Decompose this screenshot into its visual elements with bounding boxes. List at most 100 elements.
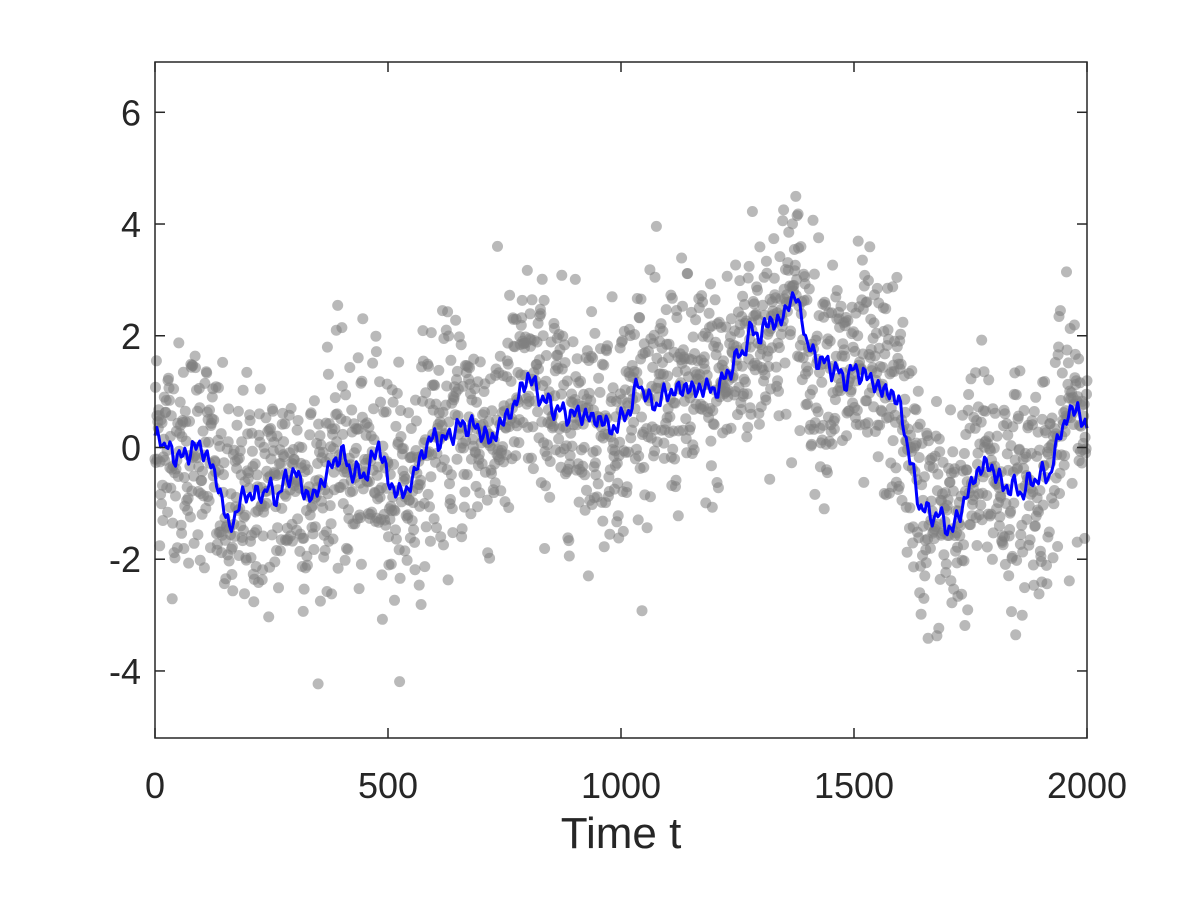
scatter-point xyxy=(829,412,841,424)
scatter-point xyxy=(363,421,375,433)
scatter-point xyxy=(824,335,836,347)
scatter-point xyxy=(388,458,400,470)
scatter-point xyxy=(745,408,757,420)
scatter-point xyxy=(636,411,647,423)
scatter-point xyxy=(1024,534,1036,546)
scatter-point xyxy=(858,476,870,488)
scatter-point xyxy=(958,555,970,567)
scatter-point xyxy=(573,496,585,508)
scatter-point xyxy=(1041,578,1053,590)
scatter-point xyxy=(243,482,255,494)
scatter-point xyxy=(919,570,931,582)
scatter-point xyxy=(841,430,852,442)
scatter-point xyxy=(1019,582,1031,594)
scatter-point xyxy=(375,396,386,408)
scatter-point xyxy=(472,501,483,513)
scatter-point xyxy=(1046,412,1058,424)
scatter-point xyxy=(635,293,647,305)
scatter-point xyxy=(589,457,601,469)
scatter-point xyxy=(684,421,696,433)
scatter-point xyxy=(461,469,473,481)
scatter-point xyxy=(790,190,802,202)
scatter-point xyxy=(1033,588,1045,600)
scatter-point xyxy=(544,491,556,503)
scatter-point xyxy=(329,392,341,404)
scatter-point xyxy=(802,365,814,377)
scatter-point xyxy=(590,469,602,481)
scatter-point xyxy=(993,520,1005,532)
scatter-point xyxy=(643,346,654,357)
scatter-point xyxy=(510,450,522,462)
scatter-point xyxy=(297,605,309,617)
scatter-point xyxy=(344,362,356,373)
scatter-point xyxy=(198,562,210,574)
scatter-point xyxy=(305,407,317,419)
scatter-point xyxy=(503,502,515,513)
scatter-point xyxy=(669,453,681,465)
scatter-point xyxy=(933,622,945,634)
scatter-point xyxy=(933,433,945,445)
scatter-point xyxy=(513,437,525,449)
scatter-point xyxy=(737,290,749,302)
scatter-point xyxy=(1015,529,1027,541)
scatter-point xyxy=(845,384,857,396)
scatter-point xyxy=(429,379,441,391)
scatter-point xyxy=(705,435,717,447)
scatter-point xyxy=(203,495,215,507)
scatter-point xyxy=(332,299,344,311)
scatter-points xyxy=(149,190,1093,690)
scatter-point xyxy=(780,408,792,420)
scatter-point xyxy=(481,494,493,506)
scatter-point xyxy=(535,308,547,320)
scatter-point xyxy=(559,357,571,369)
scatter-point xyxy=(690,314,702,326)
scatter-point xyxy=(981,541,993,553)
scatter-point xyxy=(502,358,514,370)
scatter-point xyxy=(961,464,973,476)
scatter-point xyxy=(533,363,544,375)
scatter-point xyxy=(474,356,486,368)
scatter-point xyxy=(698,351,710,363)
scatter-point xyxy=(882,324,894,336)
scatter-point xyxy=(389,594,400,606)
scatter-point xyxy=(1029,520,1041,532)
scatter-point xyxy=(177,366,189,378)
scatter-point xyxy=(218,469,229,481)
scatter-point xyxy=(1023,500,1035,512)
scatter-point xyxy=(1052,349,1064,361)
scatter-point xyxy=(742,421,754,433)
scatter-point xyxy=(852,235,864,247)
scatter-point xyxy=(590,445,602,457)
scatter-point xyxy=(768,272,780,284)
scatter-point xyxy=(940,567,952,578)
scatter-point xyxy=(663,338,675,350)
scatter-point xyxy=(983,374,995,386)
scatter-point xyxy=(438,539,449,551)
scatter-point xyxy=(516,312,528,324)
scatter-point xyxy=(342,544,354,555)
scatter-point xyxy=(754,241,766,253)
scatter-point xyxy=(1073,353,1085,365)
scatter-point xyxy=(391,387,403,399)
scatter-point xyxy=(329,423,341,435)
scatter-point xyxy=(634,312,646,324)
scatter-point xyxy=(1034,485,1046,496)
scatter-point xyxy=(559,339,571,351)
scatter-point xyxy=(424,535,436,547)
scatter-point xyxy=(314,430,326,442)
scatter-point xyxy=(741,388,753,400)
scatter-point xyxy=(598,359,610,371)
scatter-point xyxy=(308,395,320,407)
scatter-point xyxy=(818,503,830,515)
scatter-point xyxy=(602,340,613,352)
scatter-point xyxy=(851,404,863,416)
scatter-point xyxy=(408,524,420,536)
scatter-point xyxy=(1056,367,1068,379)
scatter-point xyxy=(238,524,249,536)
scatter-point xyxy=(826,438,838,450)
scatter-point xyxy=(801,398,813,410)
scatter-point xyxy=(945,404,956,416)
scatter-point xyxy=(486,468,497,479)
scatter-point xyxy=(1010,389,1022,401)
